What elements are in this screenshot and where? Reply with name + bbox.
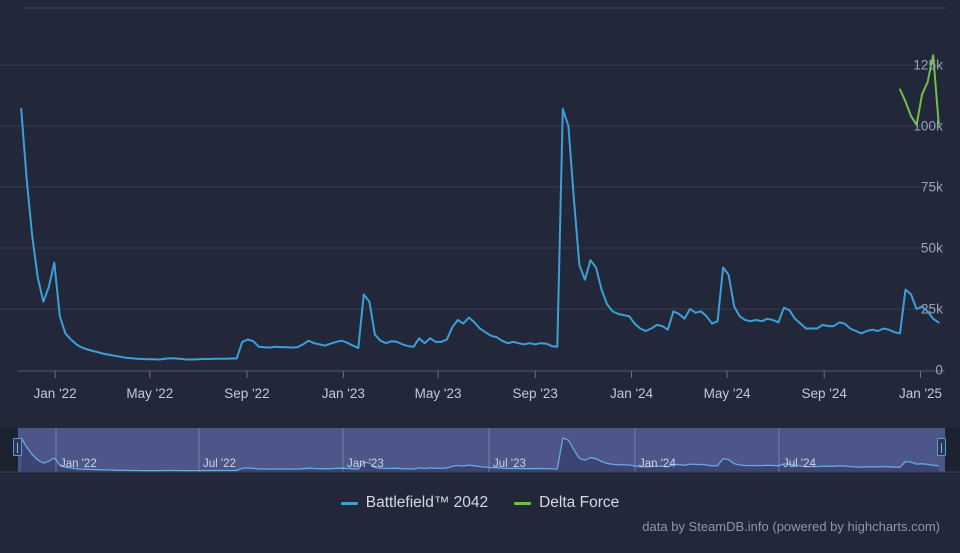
x-axis-tick-label: Jan '25 xyxy=(898,386,943,401)
x-axis-tick-label: Jan '22 xyxy=(33,386,77,401)
navigator-svg xyxy=(0,428,960,473)
navigator-right-handle[interactable] xyxy=(937,438,946,456)
legend-item-label: Delta Force xyxy=(539,494,620,511)
navigator-gridlines xyxy=(55,428,780,472)
chart-legend: Battlefield™ 2042 Delta Force xyxy=(0,489,960,517)
navigator-selected-mask[interactable] xyxy=(18,428,945,472)
chart-plot-area[interactable]: 0 25k 50k 75k 100k 125k Jan '22 May '22 Sep '22… xyxy=(0,0,960,420)
x-axis-tick-label: Sep '23 xyxy=(512,386,558,401)
x-axis-tick-label: Sep '24 xyxy=(801,386,847,401)
y-axis-tick-label: 50k xyxy=(920,240,943,256)
x-axis-tick-label: May '23 xyxy=(414,386,462,401)
y-axis-tick-label: 100k xyxy=(913,118,943,134)
legend-item[interactable]: Delta Force xyxy=(514,494,619,512)
navigator-series-line xyxy=(20,437,939,472)
series-line xyxy=(899,54,940,126)
y-axis-tick-label: 0 xyxy=(935,362,943,378)
chart-credits[interactable]: data by SteamDB.info (powered by highcha… xyxy=(642,519,940,534)
chart-plot-svg xyxy=(0,7,945,378)
x-axis-tick-label: May '22 xyxy=(126,386,174,401)
navigator-area-fill xyxy=(21,438,939,472)
navigator-series xyxy=(20,437,939,472)
legend-color-swatch-icon xyxy=(514,501,532,505)
x-axis-tick-label: Jan '24 xyxy=(609,386,654,401)
y-axis-tick-label: 125k xyxy=(913,57,943,73)
x-axis-tick-label: Jan '23 xyxy=(321,386,365,401)
x-axis-tick-label: Sep '22 xyxy=(224,386,270,401)
legend-color-swatch-icon xyxy=(340,501,358,505)
series-lines xyxy=(20,54,940,361)
navigator-selection-mask[interactable] xyxy=(18,428,945,472)
gridlines xyxy=(0,7,945,310)
y-axis-tick-label: 25k xyxy=(920,301,943,317)
navigator-left-handle[interactable] xyxy=(13,438,22,456)
range-navigator[interactable]: Jan '22 Jul '22 Jan '23 Jul '23 Jan '24 Jul '… xyxy=(0,428,960,480)
legend-item[interactable]: Battlefield™ 2042 xyxy=(340,494,489,512)
legend-item-label: Battlefield™ 2042 xyxy=(365,494,489,511)
series-line xyxy=(20,107,940,361)
x-axis-line xyxy=(18,370,945,378)
x-axis-tick-label: May '24 xyxy=(703,386,751,401)
y-axis-tick-label: 75k xyxy=(920,179,943,195)
